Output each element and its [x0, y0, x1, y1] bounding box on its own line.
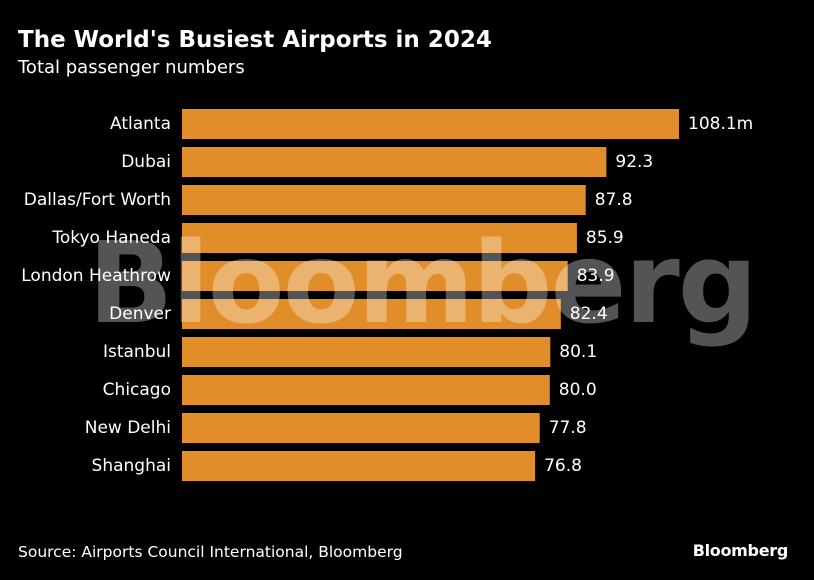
bars-group: Atlanta 108.1m Dubai 92.3 Dallas/Fort Worth 8…	[21, 109, 753, 481]
bar-dallas-fort-worth	[182, 185, 586, 215]
value-label: 92.3	[615, 152, 653, 172]
bar-tokyo-haneda	[182, 223, 577, 253]
category-label: Istanbul	[103, 342, 171, 362]
bar-istanbul	[182, 337, 551, 367]
chart-subtitle: Total passenger numbers	[18, 57, 245, 78]
value-label: 83.9	[577, 266, 615, 286]
source-note: Source: Airports Council International, …	[18, 543, 403, 561]
bar-chicago	[182, 375, 550, 405]
category-label: Chicago	[103, 380, 171, 400]
category-label: Denver	[109, 304, 171, 324]
bar-denver	[182, 299, 561, 329]
chart-title: The World's Busiest Airports in 2024	[18, 27, 492, 53]
category-label: London Heathrow	[21, 266, 171, 286]
category-label: Dubai	[121, 152, 171, 172]
bar-new-delhi	[182, 413, 540, 443]
value-label: 85.9	[586, 228, 624, 248]
value-label: 82.4	[570, 304, 608, 324]
bar-shanghai	[182, 451, 536, 481]
value-label: 80.1	[559, 342, 597, 362]
value-label: 108.1m	[688, 114, 753, 134]
category-label: Dallas/Fort Worth	[24, 190, 171, 210]
category-label: Tokyo Haneda	[51, 228, 171, 248]
category-label: Shanghai	[92, 456, 171, 476]
bar-london-heathrow	[182, 261, 568, 291]
bloomberg-watermark: Bloomberg	[88, 219, 756, 349]
value-label: 76.8	[544, 456, 582, 476]
bloomberg-logo: Bloomberg	[692, 541, 789, 560]
value-label: 77.8	[549, 418, 587, 438]
bar-atlanta	[182, 109, 679, 139]
value-label: 87.8	[595, 190, 633, 210]
value-label: 80.0	[559, 380, 597, 400]
bar-dubai	[182, 147, 607, 177]
category-label: Atlanta	[110, 114, 171, 134]
category-label: New Delhi	[85, 418, 171, 438]
